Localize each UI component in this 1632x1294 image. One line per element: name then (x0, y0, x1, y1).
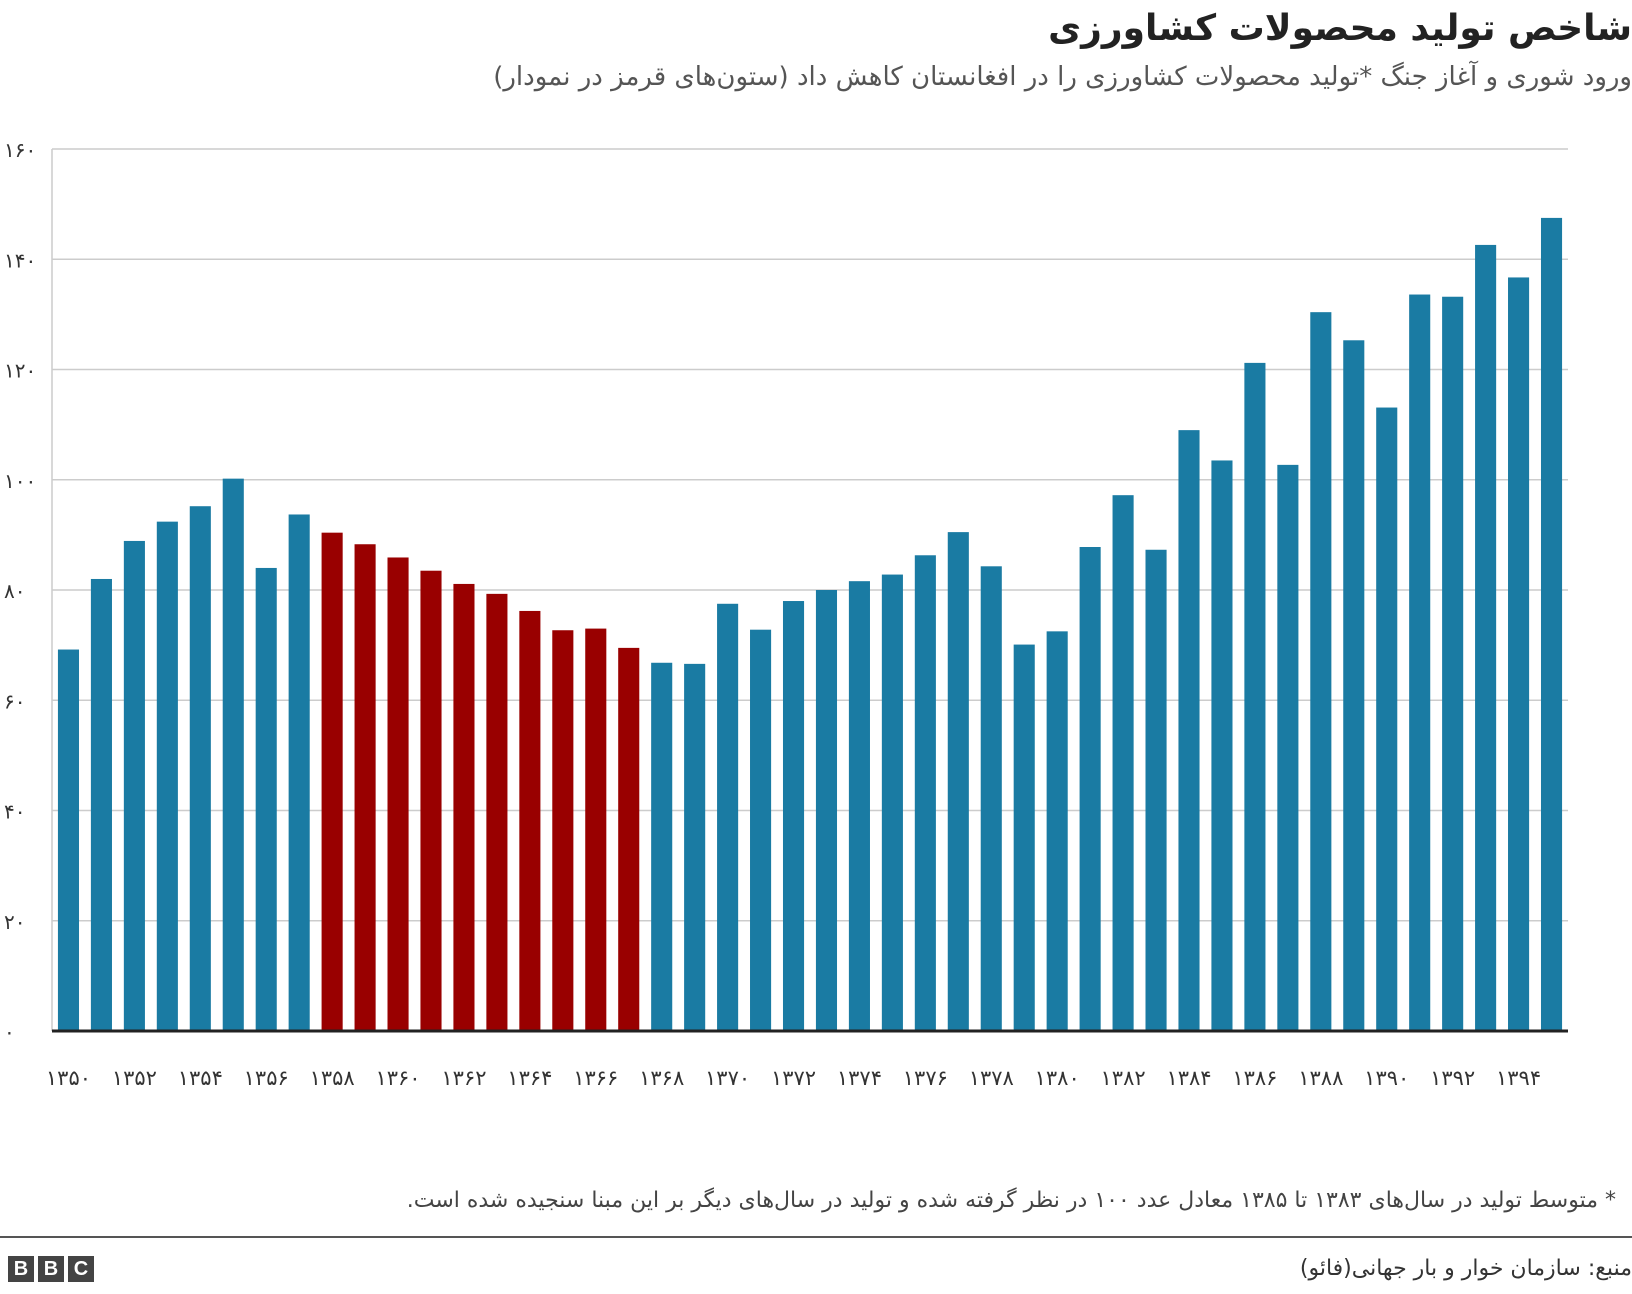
x-tick-label: ۱۳۵۲ (112, 1066, 157, 1090)
x-axis-tick-labels: ۱۳۵۰ ۱۳۵۲ ۱۳۵۴ ۱۳۵۶ ۱۳۵۸ ۱۳۶۰ ۱۳۶۲ ۱۳۶۴ ۱۳۶۶ ۱۳۶۸… (46, 1066, 1541, 1090)
x-tick-label: ۱۳۵۸ (310, 1066, 355, 1090)
x-tick-label: ۱۳۵۰ (46, 1066, 91, 1090)
y-tick-label: ۱۲۰ (4, 359, 36, 383)
bar (90, 578, 112, 1031)
x-tick-label: ۱۳۹۴ (1496, 1066, 1541, 1090)
footnote: * متوسط تولید در سال‌های ۱۳۸۳ تا ۱۳۸۵ مع… (406, 1188, 1616, 1213)
bar (881, 574, 903, 1031)
bar (57, 649, 80, 1031)
bar (354, 544, 376, 1031)
x-tick-label: ۱۳۸۰ (1035, 1066, 1080, 1090)
x-tick-label: ۱۳۶۲ (441, 1066, 486, 1090)
chart-title: شاخص تولید محصولات کشاورزی (1048, 8, 1632, 49)
bar (519, 610, 541, 1031)
bar (815, 590, 838, 1031)
x-tick-label: ۱۳۷۴ (837, 1066, 882, 1090)
bar (848, 581, 870, 1031)
y-tick-label: ۱۶۰ (4, 138, 36, 162)
bar (321, 532, 343, 1031)
bar (1244, 362, 1266, 1031)
bar (1145, 549, 1167, 1031)
bar (1442, 296, 1464, 1031)
x-tick-label: ۱۳۷۰ (705, 1066, 750, 1090)
bbc-logo: B B C (8, 1256, 94, 1282)
x-tick-label: ۱۳۷۲ (771, 1066, 816, 1090)
bar (1376, 407, 1398, 1031)
grid-lines (51, 148, 1568, 1031)
logo-letter-c: C (68, 1256, 94, 1282)
bar (189, 506, 211, 1032)
x-tick-label: ۱۳۸۲ (1101, 1066, 1146, 1090)
bar (156, 521, 178, 1031)
bars (57, 217, 1563, 1032)
bar (1178, 430, 1200, 1031)
x-tick-label: ۱۳۹۰ (1364, 1066, 1409, 1090)
x-tick-label: ۱۳۵۶ (244, 1066, 289, 1090)
x-tick-label: ۱۳۸۶ (1232, 1066, 1277, 1090)
bar (1475, 244, 1497, 1032)
bar (552, 630, 574, 1031)
bar (914, 555, 936, 1031)
bar (782, 601, 805, 1031)
bar (255, 567, 277, 1031)
bar (123, 540, 145, 1031)
bar (1211, 460, 1233, 1031)
bar (618, 647, 640, 1031)
x-tick-label: ۱۳۸۸ (1298, 1066, 1343, 1090)
y-tick-label: ۰ (4, 1020, 15, 1044)
y-tick-label: ۸۰ (4, 579, 25, 603)
bar (1112, 495, 1134, 1031)
y-tick-label: ۱۰۰ (4, 469, 36, 493)
bar (420, 570, 442, 1031)
bar (947, 532, 969, 1031)
x-tick-label: ۱۳۵۴ (178, 1066, 223, 1090)
bar (387, 557, 409, 1031)
y-tick-label: ۶۰ (4, 689, 25, 713)
y-tick-label: ۲۰ (4, 910, 25, 934)
bar (1046, 631, 1068, 1031)
x-tick-label: ۱۳۹۲ (1430, 1066, 1475, 1090)
x-tick-label: ۱۳۶۸ (639, 1066, 684, 1090)
bar (288, 514, 310, 1031)
bar (1540, 217, 1563, 1031)
bar (980, 566, 1002, 1031)
source-credit: منبع: سازمان خوار و بار جهانی(فائو) (1299, 1256, 1632, 1281)
y-axis-tick-labels: ۰ ۲۰ ۴۰ ۶۰ ۸۰ ۱۰۰ ۱۲۰ ۱۴۰ ۱۶۰ (4, 138, 36, 1044)
x-tick-label: ۱۳۶۴ (507, 1066, 552, 1090)
bar (684, 663, 706, 1031)
bar (1508, 277, 1530, 1031)
bar (1310, 312, 1332, 1031)
bar (1079, 547, 1101, 1031)
y-tick-label: ۱۴۰ (4, 248, 36, 272)
bar (453, 583, 475, 1031)
bar (486, 593, 508, 1031)
x-tick-label: ۱۳۷۸ (969, 1066, 1014, 1090)
y-tick-label: ۴۰ (4, 800, 25, 824)
x-tick-label: ۱۳۶۰ (375, 1066, 420, 1090)
bar (1343, 340, 1365, 1031)
bar (1409, 294, 1431, 1031)
x-tick-label: ۱۳۸۴ (1166, 1066, 1211, 1090)
x-tick-label: ۱۳۶۶ (573, 1066, 618, 1090)
logo-letter-b2: B (38, 1256, 64, 1282)
x-tick-label: ۱۳۷۶ (903, 1066, 948, 1090)
bar (750, 629, 772, 1031)
bar (222, 478, 244, 1032)
bar (651, 662, 673, 1031)
bar (1013, 644, 1035, 1031)
bar (585, 628, 607, 1031)
footer-divider (0, 1236, 1632, 1238)
logo-letter-b1: B (8, 1256, 34, 1282)
bar (1277, 464, 1299, 1032)
bar (717, 603, 739, 1031)
chart-subtitle: ورود شوری و آغاز جنگ *تولید محصولات کشاو… (493, 62, 1632, 92)
